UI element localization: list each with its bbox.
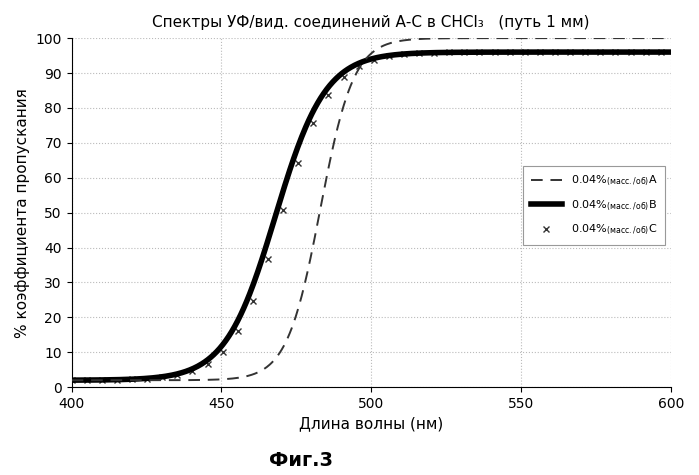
X-axis label: Длина волны (нм): Длина волны (нм) — [299, 417, 443, 431]
Legend: 0.04%$_{\mathregular{(масс./об)}}$A, 0.04%$_{\mathregular{(масс./об)}}$B, 0.04%$: 0.04%$_{\mathregular{(масс./об)}}$A, 0.0… — [523, 166, 665, 245]
Title: Спектры УФ/вид. соединений А-С в CHCl₃   (путь 1 мм): Спектры УФ/вид. соединений А-С в CHCl₃ (… — [152, 15, 590, 30]
Text: Фиг.3: Фиг.3 — [268, 451, 333, 470]
Y-axis label: % коэффициента пропускания: % коэффициента пропускания — [15, 88, 30, 338]
